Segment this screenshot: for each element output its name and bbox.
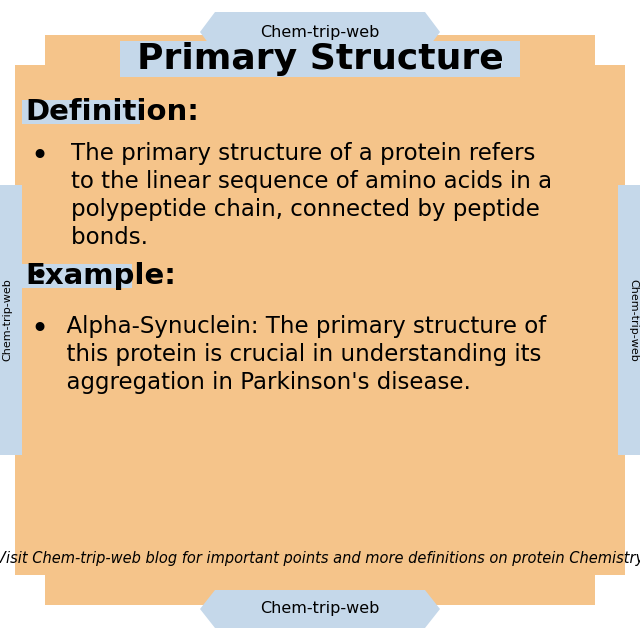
Text: Chem-trip-web: Chem-trip-web	[260, 602, 380, 616]
Text: •: •	[30, 262, 48, 291]
Polygon shape	[200, 12, 440, 52]
Text: Primary Structure: Primary Structure	[136, 42, 504, 76]
Text: •: •	[30, 315, 48, 344]
Text: Chem-trip-web: Chem-trip-web	[260, 24, 380, 40]
Text: Definition:: Definition:	[25, 98, 199, 126]
Text: aggregation in Parkinson's disease.: aggregation in Parkinson's disease.	[52, 371, 471, 394]
FancyBboxPatch shape	[22, 100, 140, 124]
Text: Visit Chem-trip-web blog for important points and more definitions on protein Ch: Visit Chem-trip-web blog for important p…	[0, 550, 640, 566]
Polygon shape	[595, 35, 625, 65]
Polygon shape	[595, 575, 625, 605]
FancyBboxPatch shape	[618, 185, 640, 455]
Text: The primary structure of a protein refers: The primary structure of a protein refer…	[42, 142, 536, 165]
FancyBboxPatch shape	[120, 41, 520, 77]
FancyBboxPatch shape	[22, 264, 132, 288]
FancyBboxPatch shape	[0, 185, 22, 455]
FancyBboxPatch shape	[15, 35, 625, 605]
Text: •: •	[30, 142, 48, 171]
Text: Chem-trip-web: Chem-trip-web	[628, 278, 638, 362]
Polygon shape	[15, 575, 45, 605]
Text: polypeptide chain, connected by peptide: polypeptide chain, connected by peptide	[42, 198, 540, 221]
Text: Alpha-Synuclein: The primary structure of: Alpha-Synuclein: The primary structure o…	[52, 315, 547, 338]
Text: to the linear sequence of amino acids in a: to the linear sequence of amino acids in…	[42, 170, 552, 193]
Text: bonds.: bonds.	[42, 226, 148, 249]
Polygon shape	[200, 590, 440, 628]
Text: Chem-trip-web: Chem-trip-web	[2, 278, 12, 362]
Text: Example:: Example:	[25, 262, 176, 290]
Polygon shape	[15, 35, 45, 65]
Text: this protein is crucial in understanding its: this protein is crucial in understanding…	[52, 343, 541, 366]
